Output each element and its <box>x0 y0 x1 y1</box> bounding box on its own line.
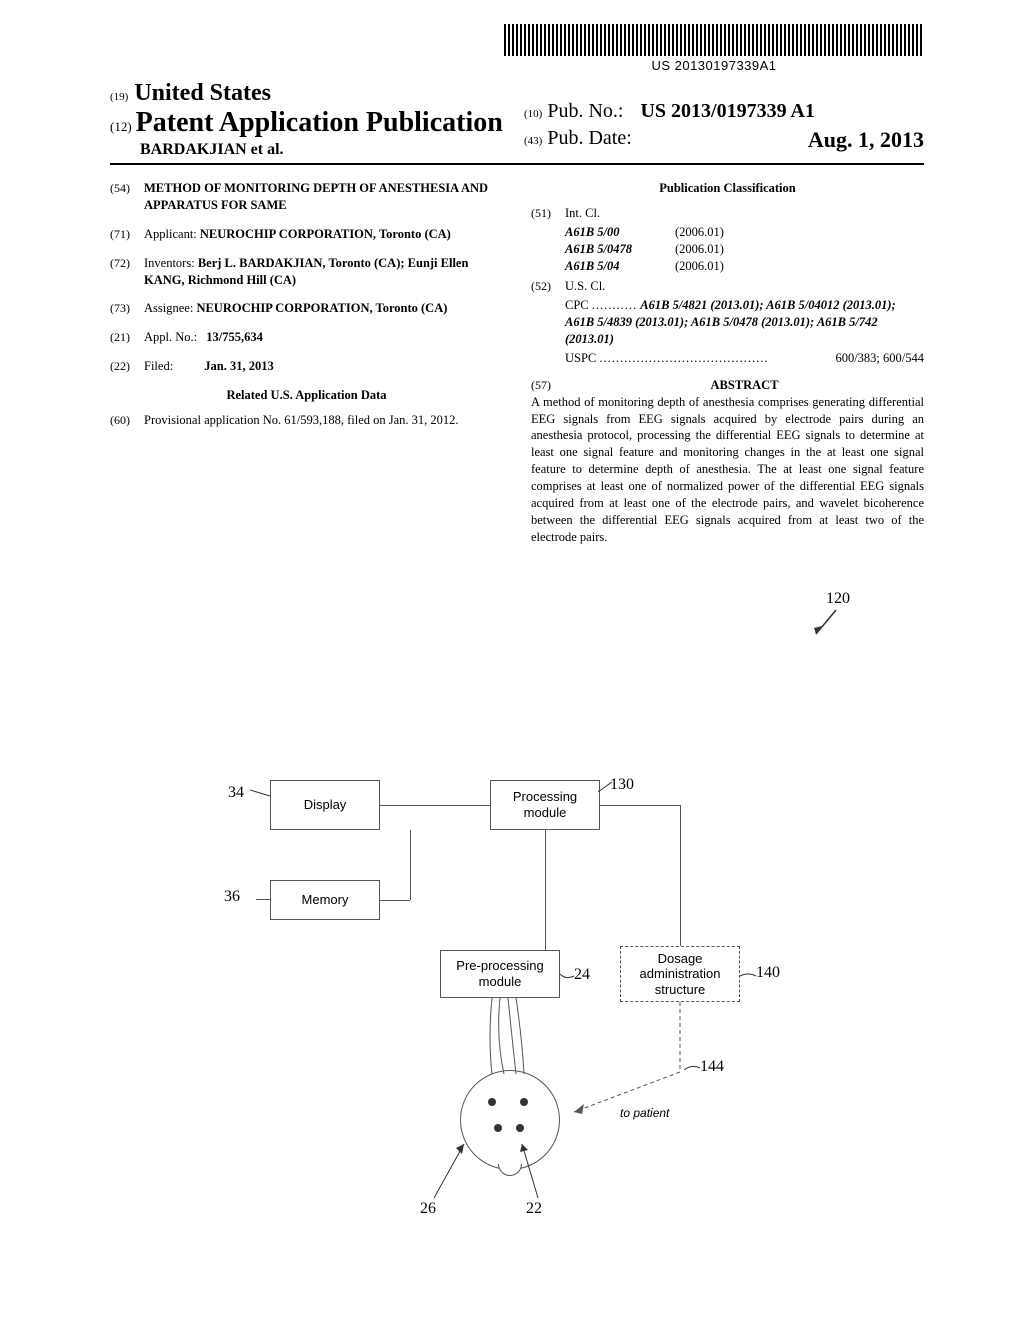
line-proc-dosage-v <box>680 805 681 946</box>
dosage-line <box>570 1002 690 1122</box>
intcl-1-year: (2006.01) <box>675 241 724 258</box>
electrode-wires <box>482 998 532 1078</box>
pub-date: Aug. 1, 2013 <box>808 127 924 153</box>
intcl-2-year: (2006.01) <box>675 258 724 275</box>
display-box: Display <box>270 780 380 830</box>
label-22: 22 <box>526 1200 542 1218</box>
line-display-proc <box>380 805 490 806</box>
code-22: (22) <box>110 358 144 375</box>
intcl-1-code: A61B 5/0478 <box>565 241 675 258</box>
electrode-dot <box>516 1124 524 1132</box>
publication-type: Patent Application Publication <box>136 107 503 139</box>
barcode <box>504 24 924 56</box>
filed-value: Jan. 31, 2013 <box>204 359 273 373</box>
arrow-icon <box>808 604 848 644</box>
leader-26 <box>432 1140 472 1200</box>
assignee-value: NEUROCHIP CORPORATION, Toronto (CA) <box>196 301 447 315</box>
code-19: (19) <box>110 91 128 103</box>
applicant-value: NEUROCHIP CORPORATION, Toronto (CA) <box>200 227 451 241</box>
inventors-label: Inventors: <box>144 256 195 270</box>
applno-value: 13/755,634 <box>206 330 263 344</box>
leader-22 <box>520 1140 550 1200</box>
electrode-dot <box>520 1098 528 1106</box>
code-57: (57) <box>531 377 565 394</box>
code-54: (54) <box>110 180 144 214</box>
uspc-value: 600/383; 600/544 <box>835 350 924 367</box>
barcode-text: US 20130197339A1 <box>504 58 924 73</box>
code-72: (72) <box>110 255 144 289</box>
assignee-label: Assignee: <box>144 301 193 315</box>
code-43: (43) <box>524 135 542 147</box>
provisional-value: Provisional application No. 61/593,188, … <box>144 412 503 429</box>
dosage-box: Dosage administration structure <box>620 946 740 1002</box>
head-chin <box>498 1164 522 1176</box>
applicant-label: Applicant: <box>144 227 197 241</box>
intcl-2-code: A61B 5/04 <box>565 258 675 275</box>
line-proc-preproc <box>545 830 546 950</box>
pub-no-label: Pub. No.: <box>547 100 623 122</box>
intcl-0-code: A61B 5/00 <box>565 224 675 241</box>
right-column: Publication Classification (51) Int. Cl.… <box>531 180 924 546</box>
label-34: 34 <box>228 784 244 802</box>
line-mem-h <box>380 900 410 901</box>
label-26: 26 <box>420 1200 436 1218</box>
code-52: (52) <box>531 278 565 295</box>
code-73: (73) <box>110 300 144 317</box>
code-21: (21) <box>110 329 144 346</box>
abstract-heading: ABSTRACT <box>565 377 924 394</box>
invention-title: METHOD OF MONITORING DEPTH OF ANESTHESIA… <box>144 181 488 212</box>
leader-36 <box>256 899 270 900</box>
preprocessing-box: Pre-processing module <box>440 950 560 998</box>
left-column: (54) METHOD OF MONITORING DEPTH OF ANEST… <box>110 180 503 546</box>
code-12: (12) <box>110 119 132 135</box>
leader-140 <box>740 972 758 980</box>
label-36: 36 <box>224 888 240 906</box>
electrode-dot <box>488 1098 496 1106</box>
country: United States <box>134 80 271 106</box>
label-24: 24 <box>574 966 590 984</box>
electrode-dot <box>494 1124 502 1132</box>
processing-box: Processing module <box>490 780 600 830</box>
memory-box: Memory <box>270 880 380 920</box>
header-right: (10) Pub. No.: US 2013/0197339 A1 (43) P… <box>524 100 924 153</box>
cpc-dots: ........... <box>592 298 637 312</box>
pub-class-heading: Publication Classification <box>531 180 924 197</box>
intcl-0-year: (2006.01) <box>675 224 724 241</box>
code-60: (60) <box>110 412 144 429</box>
uspc-dots: ........................................… <box>599 351 768 365</box>
to-patient-label: to patient <box>620 1106 669 1120</box>
code-10: (10) <box>524 108 542 120</box>
label-144: 144 <box>700 1058 724 1076</box>
header-divider <box>110 163 924 165</box>
uspc-label: USPC <box>565 351 596 365</box>
leader-130 <box>598 782 616 794</box>
leader-144 <box>684 1064 702 1074</box>
intcl-label: Int. Cl. <box>565 205 924 222</box>
code-51: (51) <box>531 205 565 222</box>
label-140: 140 <box>756 964 780 982</box>
line-display-mem-v <box>410 830 411 900</box>
uscl-label: U.S. Cl. <box>565 278 924 295</box>
related-heading: Related U.S. Application Data <box>110 387 503 404</box>
line-proc-dosage-h <box>600 805 680 806</box>
code-71: (71) <box>110 226 144 243</box>
figure-1: 120 Display 34 Memory 36 Processing modu… <box>230 780 790 1260</box>
cpc-label: CPC <box>565 298 589 312</box>
barcode-block: US 20130197339A1 <box>504 24 924 73</box>
applno-label: Appl. No.: <box>144 330 197 344</box>
leader-34 <box>250 788 272 798</box>
abstract-text: A method of monitoring depth of anesthes… <box>531 394 924 546</box>
bibliographic-columns: (54) METHOD OF MONITORING DEPTH OF ANEST… <box>110 180 924 546</box>
ref-120: 120 <box>826 590 850 608</box>
pub-no: US 2013/0197339 A1 <box>640 100 814 122</box>
pub-date-label: Pub. Date: <box>547 127 631 149</box>
filed-label: Filed: <box>144 359 173 373</box>
leader-24 <box>560 970 576 982</box>
